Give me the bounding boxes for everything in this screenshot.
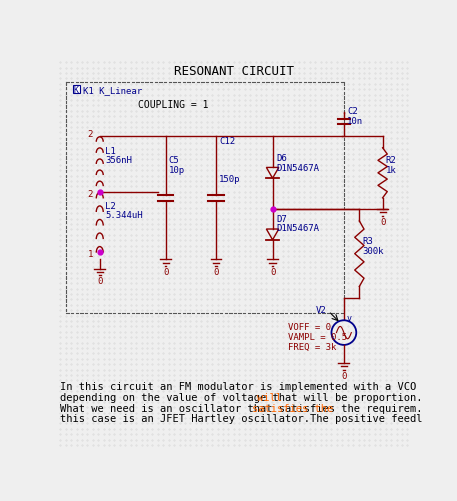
Text: C12: C12: [219, 136, 235, 145]
Text: satisfies the: satisfies the: [252, 403, 333, 413]
Text: FREQ = 3k: FREQ = 3k: [288, 342, 336, 351]
Text: 0: 0: [163, 268, 168, 277]
Text: K: K: [74, 86, 79, 95]
Text: VAMPL = 0.5: VAMPL = 0.5: [288, 332, 347, 341]
Text: 0: 0: [213, 268, 219, 277]
Text: 2: 2: [88, 129, 93, 138]
Text: R2: R2: [386, 155, 397, 164]
Text: L2: L2: [105, 201, 116, 210]
Text: v: v: [346, 313, 351, 322]
Text: 1k: 1k: [386, 165, 397, 174]
Text: 1: 1: [88, 249, 93, 258]
Text: D1N5467A: D1N5467A: [276, 224, 319, 233]
Text: 0: 0: [341, 371, 346, 380]
Text: VOFF = 0: VOFF = 0: [288, 322, 331, 331]
Text: D1N5467A: D1N5467A: [276, 163, 319, 172]
Text: COUPLING = 1: COUPLING = 1: [138, 100, 209, 110]
Text: 0: 0: [97, 277, 102, 286]
Text: 356nH: 356nH: [105, 155, 132, 164]
Text: L1: L1: [105, 146, 116, 155]
Text: C2: C2: [347, 107, 358, 116]
Text: R3: R3: [362, 236, 373, 245]
Text: 300k: 300k: [362, 247, 384, 256]
Bar: [73, 86, 80, 94]
Text: D7: D7: [276, 215, 287, 223]
Text: D6: D6: [276, 154, 287, 163]
Text: 0: 0: [380, 218, 385, 227]
Text: this case is an JFET Hartley oscillator.The positive feedl: this case is an JFET Hartley oscillator.…: [60, 414, 423, 423]
Text: 150p: 150p: [219, 175, 240, 184]
Text: In this circuit an FM modulator is implemented with a VCO: In this circuit an FM modulator is imple…: [60, 381, 416, 391]
Text: 10p: 10p: [169, 165, 185, 174]
Text: What we need is an oscillator that satisfies the requirem.: What we need is an oscillator that satis…: [60, 403, 423, 413]
Text: K1 K_Linear: K1 K_Linear: [83, 86, 142, 95]
Text: 0: 0: [270, 268, 275, 277]
Text: 10n: 10n: [347, 116, 363, 125]
Text: 5.344uH: 5.344uH: [105, 211, 143, 220]
Text: RESONANT CIRCUIT: RESONANT CIRCUIT: [174, 65, 294, 77]
Text: will: will: [257, 392, 282, 402]
Text: depending on the value of voltage that will be proportion.: depending on the value of voltage that w…: [60, 392, 423, 402]
Text: V2: V2: [316, 306, 327, 314]
Text: 2: 2: [88, 189, 93, 198]
Text: C5: C5: [169, 155, 180, 164]
